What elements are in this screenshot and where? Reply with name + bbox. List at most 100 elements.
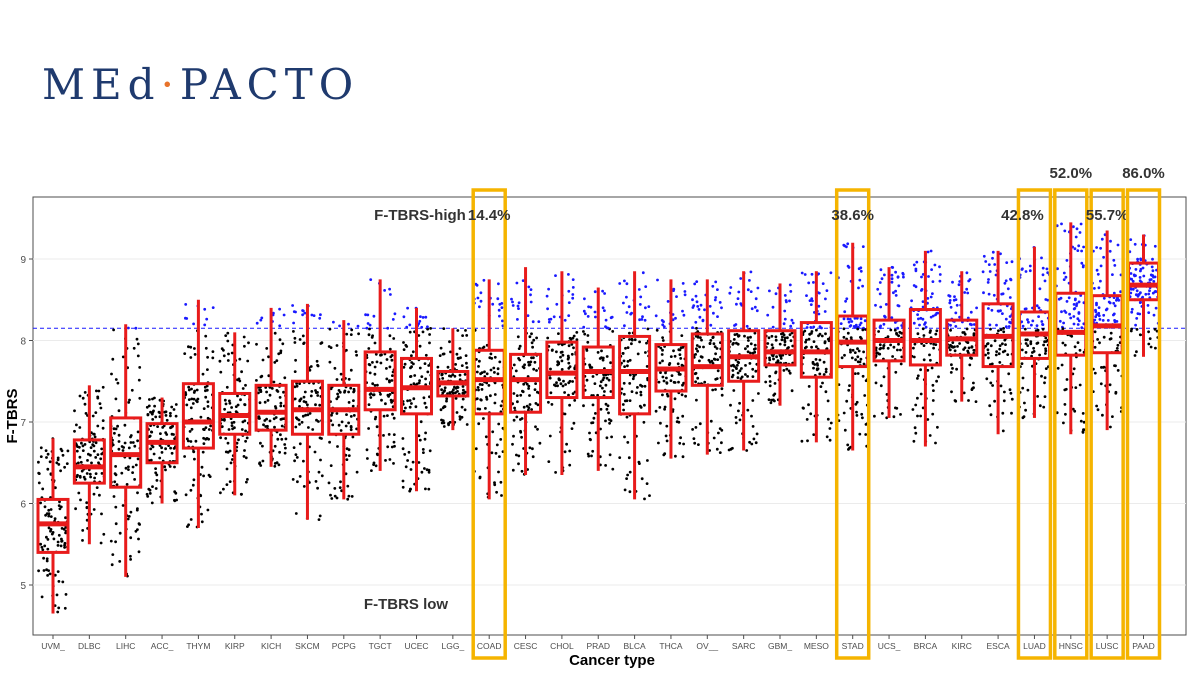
data-point	[549, 391, 553, 395]
data-point	[1060, 363, 1064, 367]
data-point	[714, 296, 718, 299]
data-point	[817, 334, 820, 338]
data-point	[712, 311, 715, 315]
data-point	[968, 278, 972, 281]
data-point	[530, 408, 533, 411]
x-tick-label: CESC	[514, 641, 538, 651]
data-point	[183, 352, 187, 355]
data-point	[896, 304, 900, 307]
data-point	[547, 400, 550, 404]
data-point	[1068, 312, 1071, 316]
data-point	[662, 379, 666, 383]
data-point	[219, 436, 223, 440]
data-point	[154, 467, 158, 470]
data-point	[716, 288, 719, 291]
data-point	[890, 280, 894, 284]
data-point	[39, 501, 42, 505]
data-point	[663, 405, 667, 409]
data-point	[599, 407, 603, 411]
data-point	[757, 392, 760, 395]
data-point	[1001, 342, 1004, 346]
data-point	[529, 288, 533, 291]
data-point	[454, 363, 457, 366]
data-point	[643, 497, 646, 501]
data-point	[57, 606, 61, 610]
data-point	[594, 412, 597, 415]
data-point	[1094, 315, 1098, 319]
data-point	[118, 531, 122, 535]
data-point	[519, 429, 522, 433]
data-point	[682, 313, 686, 317]
data-point	[418, 344, 422, 348]
data-point	[475, 370, 479, 374]
data-point	[702, 345, 705, 349]
data-point	[560, 368, 564, 371]
data-point	[912, 263, 916, 267]
data-point	[894, 321, 897, 324]
data-point	[845, 399, 849, 403]
data-point	[919, 316, 923, 320]
data-point	[608, 421, 611, 425]
y-axis-label: F-TBRS	[4, 389, 21, 444]
data-point	[268, 393, 272, 397]
data-point	[491, 430, 495, 434]
data-point	[720, 428, 724, 432]
box-cesc	[509, 352, 543, 414]
data-point	[129, 510, 133, 514]
data-point	[716, 315, 719, 318]
data-point	[588, 431, 591, 435]
data-point	[1099, 264, 1103, 268]
data-point	[384, 402, 387, 406]
data-point	[150, 501, 154, 505]
data-point	[739, 277, 743, 280]
data-point	[1146, 304, 1150, 307]
data-point	[1119, 290, 1122, 294]
data-point	[691, 326, 694, 329]
data-point	[783, 343, 787, 347]
data-point	[661, 323, 665, 327]
data-point	[517, 301, 521, 305]
data-point	[572, 421, 576, 425]
data-point	[826, 417, 830, 421]
highlight-label-hnsc: 52.0%	[1050, 165, 1093, 182]
data-point	[1074, 235, 1078, 239]
data-point	[638, 404, 642, 408]
logo-dot: ·	[160, 60, 180, 109]
data-point	[627, 456, 631, 460]
data-point	[697, 443, 700, 446]
data-point	[563, 450, 567, 454]
data-point	[1063, 309, 1066, 313]
data-point	[843, 244, 847, 248]
data-point	[575, 331, 579, 334]
data-point	[345, 413, 348, 416]
data-point	[184, 493, 188, 497]
data-point	[56, 610, 60, 614]
data-point	[929, 358, 932, 362]
data-point	[136, 430, 140, 434]
data-point	[534, 425, 537, 429]
data-point	[771, 346, 775, 350]
data-point	[753, 343, 757, 347]
data-point	[113, 431, 116, 435]
data-point	[883, 315, 887, 319]
data-point	[999, 384, 1003, 388]
data-point	[276, 437, 280, 441]
data-point	[825, 289, 829, 292]
data-point	[156, 425, 160, 428]
data-point	[151, 418, 155, 421]
data-point	[402, 348, 406, 351]
data-point	[369, 278, 373, 281]
data-point	[628, 338, 631, 341]
data-point	[636, 386, 639, 389]
data-point	[423, 401, 427, 405]
data-point	[720, 441, 723, 445]
data-point	[744, 347, 747, 351]
data-point	[133, 478, 137, 481]
data-point	[1080, 326, 1084, 330]
data-point	[77, 491, 81, 495]
data-point	[534, 402, 538, 405]
data-point	[479, 291, 483, 295]
data-point	[966, 349, 970, 353]
data-point	[862, 362, 866, 366]
data-point	[340, 420, 344, 424]
